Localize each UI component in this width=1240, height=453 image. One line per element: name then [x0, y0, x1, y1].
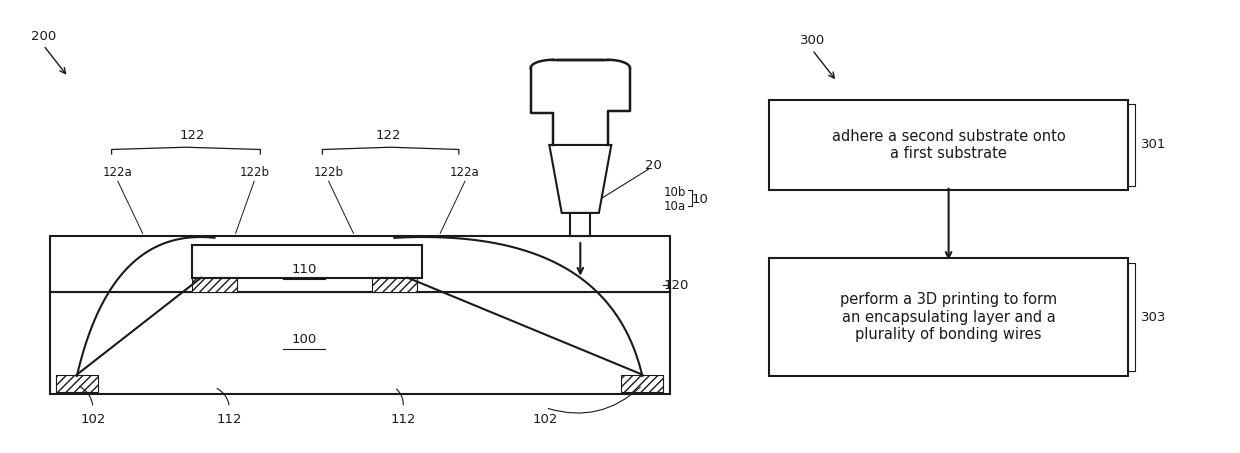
Text: 110: 110	[291, 263, 316, 276]
Text: 20: 20	[645, 159, 662, 172]
Bar	[372, 278, 417, 292]
Bar	[621, 375, 663, 392]
Bar	[56, 375, 98, 392]
Text: 10: 10	[692, 193, 709, 206]
Text: 200: 200	[31, 30, 56, 43]
Bar	[570, 213, 590, 236]
Text: 303: 303	[1141, 311, 1166, 323]
Text: 112: 112	[391, 413, 415, 425]
Text: 122a: 122a	[450, 166, 480, 178]
Text: 122a: 122a	[103, 166, 133, 178]
Text: 300: 300	[800, 34, 825, 47]
Bar	[50, 292, 670, 394]
Text: 122: 122	[376, 130, 401, 142]
Polygon shape	[549, 145, 611, 213]
Bar	[50, 236, 670, 292]
FancyBboxPatch shape	[769, 100, 1128, 190]
Text: 301: 301	[1141, 139, 1166, 151]
Text: 100: 100	[291, 333, 316, 346]
FancyBboxPatch shape	[769, 258, 1128, 376]
Text: 10b: 10b	[663, 186, 686, 199]
Text: 122: 122	[180, 130, 205, 142]
Text: 122b: 122b	[314, 166, 343, 178]
Bar	[192, 245, 422, 278]
Text: 112: 112	[217, 413, 242, 425]
Text: 10a: 10a	[663, 200, 686, 212]
Text: 102: 102	[81, 413, 105, 425]
Text: 102: 102	[533, 413, 558, 425]
Text: 122b: 122b	[239, 166, 269, 178]
Text: perform a 3D printing to form
an encapsulating layer and a
plurality of bonding : perform a 3D printing to form an encapsu…	[839, 292, 1058, 342]
Text: 120: 120	[663, 279, 688, 292]
Text: adhere a second substrate onto
a first substrate: adhere a second substrate onto a first s…	[832, 129, 1065, 161]
Bar	[192, 278, 237, 292]
